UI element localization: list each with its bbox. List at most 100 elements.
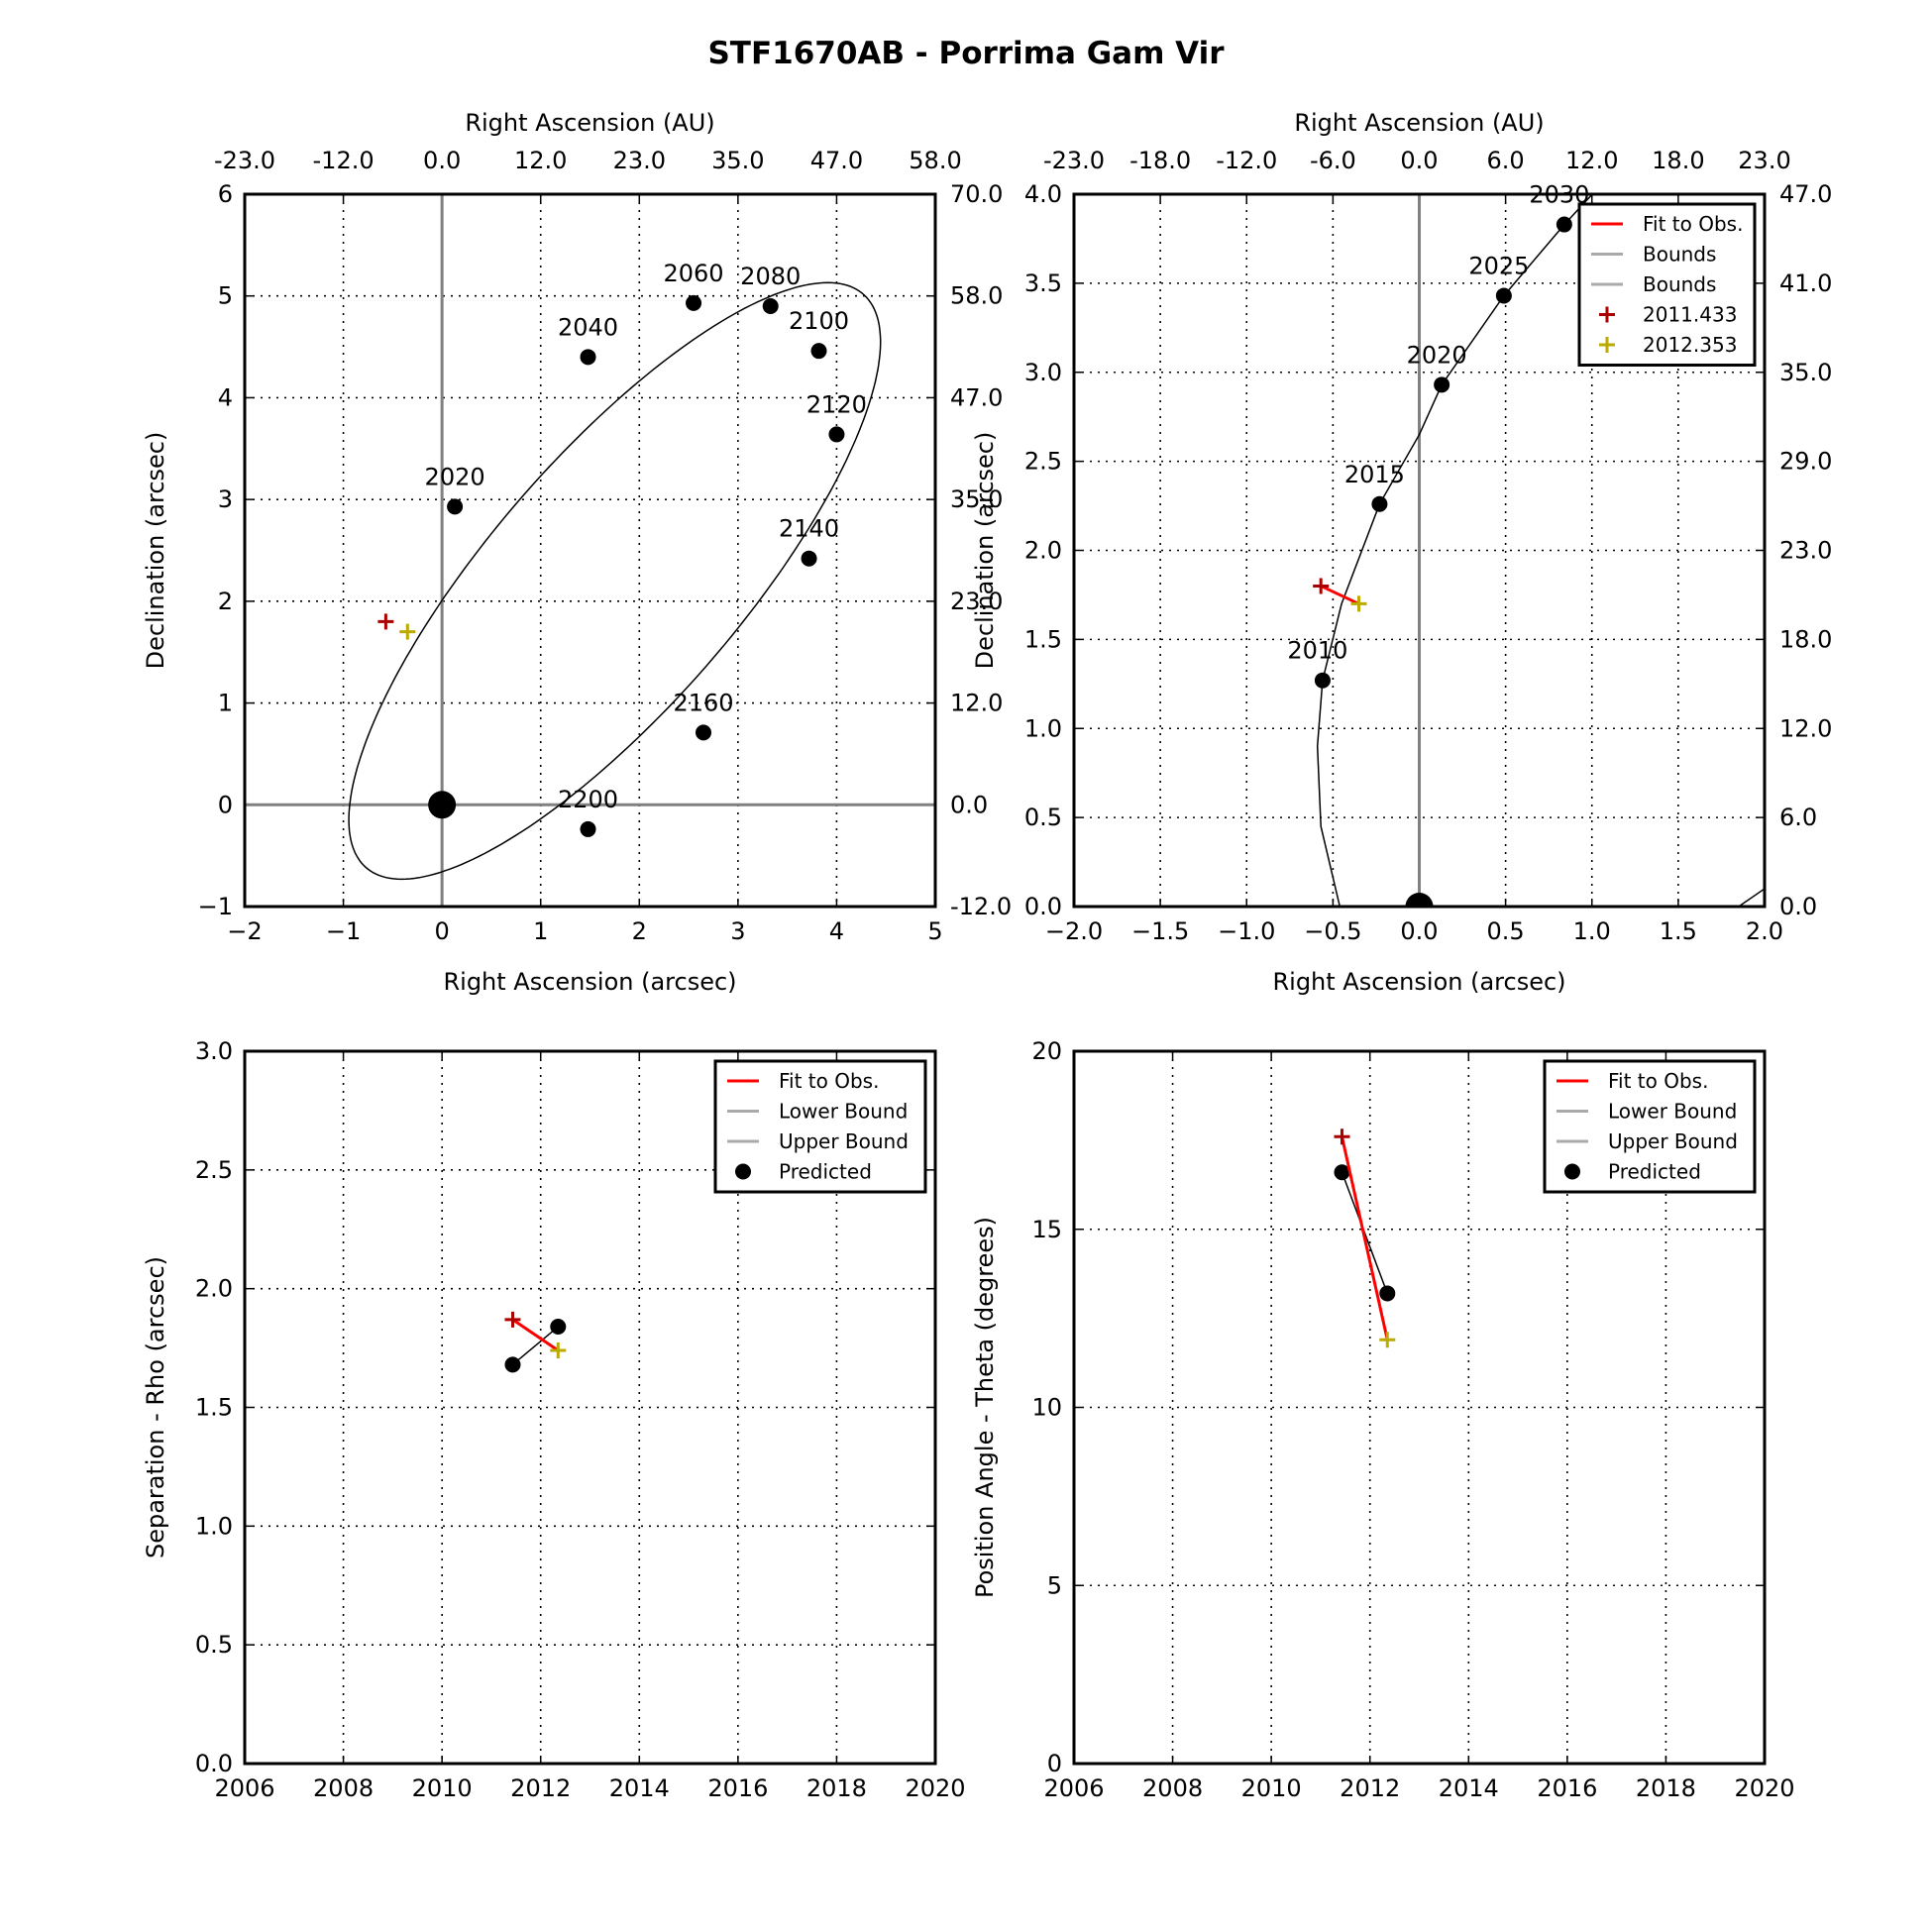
x2-tick-label: 12.0: [1565, 147, 1618, 174]
legend-label: Upper Bound: [1608, 1129, 1738, 1153]
observation-marker: [550, 1342, 567, 1358]
epoch-label: 2060: [664, 260, 724, 287]
x-tick-label: 2012: [1340, 1774, 1400, 1802]
legend-label: Lower Bound: [779, 1100, 908, 1124]
x2-axis-label: Right Ascension (AU): [1294, 109, 1544, 137]
legend-label: Fit to Obs.: [1608, 1069, 1708, 1093]
x-tick-label: 0.0: [1400, 917, 1438, 945]
x2-tick-label: 18.0: [1652, 147, 1704, 174]
epoch-label: 2015: [1344, 461, 1405, 488]
y2-tick-label: 47.0: [950, 383, 1003, 411]
epoch-label: 2020: [425, 463, 485, 490]
x2-tick-label: -12.0: [313, 147, 375, 174]
epoch-point: [580, 820, 596, 837]
x-tick-label: 2012: [510, 1774, 571, 1802]
x-tick-label: 2006: [214, 1774, 274, 1802]
y-axis-label: Declination (arcsec): [142, 432, 169, 670]
epoch-point: [447, 498, 464, 515]
y-tick-label: 4: [218, 383, 233, 411]
y2-tick-label: 47.0: [1779, 180, 1832, 208]
x-tick-label: −2.0: [1045, 917, 1103, 945]
x-tick-label: 2010: [1241, 1774, 1302, 1802]
y-tick-label: 5: [218, 282, 233, 310]
epoch-label: 2040: [558, 313, 618, 341]
y-tick-label: 1.5: [195, 1394, 233, 1422]
axes-frame: [1072, 192, 1767, 909]
x-tick-label: 2014: [1439, 1774, 1499, 1802]
x2-tick-label: 47.0: [810, 147, 863, 174]
y-tick-label: 2.5: [195, 1156, 233, 1184]
epoch-point: [828, 426, 845, 443]
y-tick-label: 5: [1047, 1571, 1062, 1599]
x-axis-label: Right Ascension (arcsec): [443, 968, 736, 996]
legend-label: Lower Bound: [1608, 1100, 1737, 1124]
x2-tick-label: 23.0: [1738, 147, 1790, 174]
predicted-point: [1334, 1164, 1350, 1181]
predicted-point: [1379, 1285, 1396, 1302]
y-tick-label: 4.0: [1024, 180, 1062, 208]
x-tick-label: 2006: [1043, 1774, 1104, 1802]
legend-plus-marker: [1599, 306, 1615, 323]
epoch-point: [801, 550, 817, 567]
y2-tick-label: 41.0: [1779, 269, 1832, 297]
epoch-point: [1314, 672, 1331, 689]
y-tick-label: 3.0: [1024, 359, 1062, 386]
x-tick-label: −2: [227, 917, 262, 945]
x2-tick-label: 58.0: [909, 147, 961, 174]
y-tick-label: 3.5: [1024, 269, 1062, 297]
x-tick-label: 2018: [806, 1774, 867, 1802]
legend-label: 2012.353: [1643, 333, 1737, 357]
figure-title: STF1670AB - Porrima Gam Vir: [707, 36, 1225, 71]
x2-tick-label: -6.0: [1310, 147, 1356, 174]
y2-tick-label: 35.0: [1779, 359, 1832, 386]
x2-tick-label: -18.0: [1129, 147, 1191, 174]
legend: Fit to Obs. Lower Bound Upper Bound Predict…: [1543, 1059, 1757, 1194]
y-tick-label: 0: [218, 791, 233, 818]
legend-label: Predicted: [1608, 1160, 1701, 1184]
legend-dot-marker: [735, 1163, 751, 1180]
epoch-label: 2200: [558, 786, 618, 813]
y2-tick-label: 12.0: [950, 690, 1003, 717]
fit-to-obs-line: [1320, 585, 1360, 605]
x-tick-label: 2008: [313, 1774, 374, 1802]
position-angle-panel: 2006 2008 2010 2012 2014 2016 2018 2020 0 5 10 15 20…: [971, 1037, 1795, 1802]
x2-tick-label: 12.0: [514, 147, 567, 174]
axes-frame: [243, 192, 937, 909]
legend-label: Fit to Obs.: [1643, 212, 1743, 236]
y2-tick-label: 23.0: [950, 588, 1003, 615]
predicted-line: [512, 1326, 559, 1365]
epoch-label: 2120: [806, 390, 867, 418]
epoch-point: [810, 343, 827, 360]
epoch-point: [1434, 376, 1450, 393]
observation-marker: [1334, 1128, 1350, 1145]
x-tick-label: 5: [927, 917, 942, 945]
y-axis-label: Position Angle - Theta (degrees): [971, 1217, 999, 1598]
x2-tick-label: 35.0: [711, 147, 764, 174]
epoch-point: [762, 297, 779, 314]
y-tick-label: 1.0: [1024, 714, 1062, 742]
y2-tick-label: 0.0: [950, 791, 988, 818]
epoch-point: [686, 294, 702, 311]
fit-to-obs-line: [1341, 1135, 1389, 1341]
y-tick-label: 0: [1047, 1750, 1062, 1777]
y2-tick-label: 29.0: [1779, 448, 1832, 476]
y2-tick-label: 58.0: [950, 282, 1003, 310]
y2-tick-label: 70.0: [950, 180, 1003, 208]
y-tick-label: 20: [1031, 1037, 1062, 1065]
epoch-label: 2100: [789, 307, 849, 335]
x-tick-label: −1.5: [1131, 917, 1189, 945]
observation-marker: [1350, 595, 1367, 612]
epoch-label: 2020: [1407, 341, 1467, 369]
epoch-label: 2010: [1287, 637, 1347, 665]
y-tick-label: 0.5: [195, 1631, 233, 1659]
epoch-label: 2140: [779, 515, 839, 543]
axes-frame: [1072, 1049, 1767, 1766]
y2-tick-label: 35.0: [950, 485, 1003, 513]
y2-tick-label: 12.0: [1779, 714, 1832, 742]
observation-marker: [504, 1311, 521, 1328]
orbit-zoom-panel: −2.0 −1.5 −1.0 −0.5 0.0 0.5 1.0 1.5 2.00.00.51.0…: [971, 109, 1832, 996]
legend-dot-marker: [1564, 1163, 1580, 1180]
x2-tick-label: -23.0: [1043, 147, 1105, 174]
x2-axis-label: Right Ascension (AU): [465, 109, 714, 137]
